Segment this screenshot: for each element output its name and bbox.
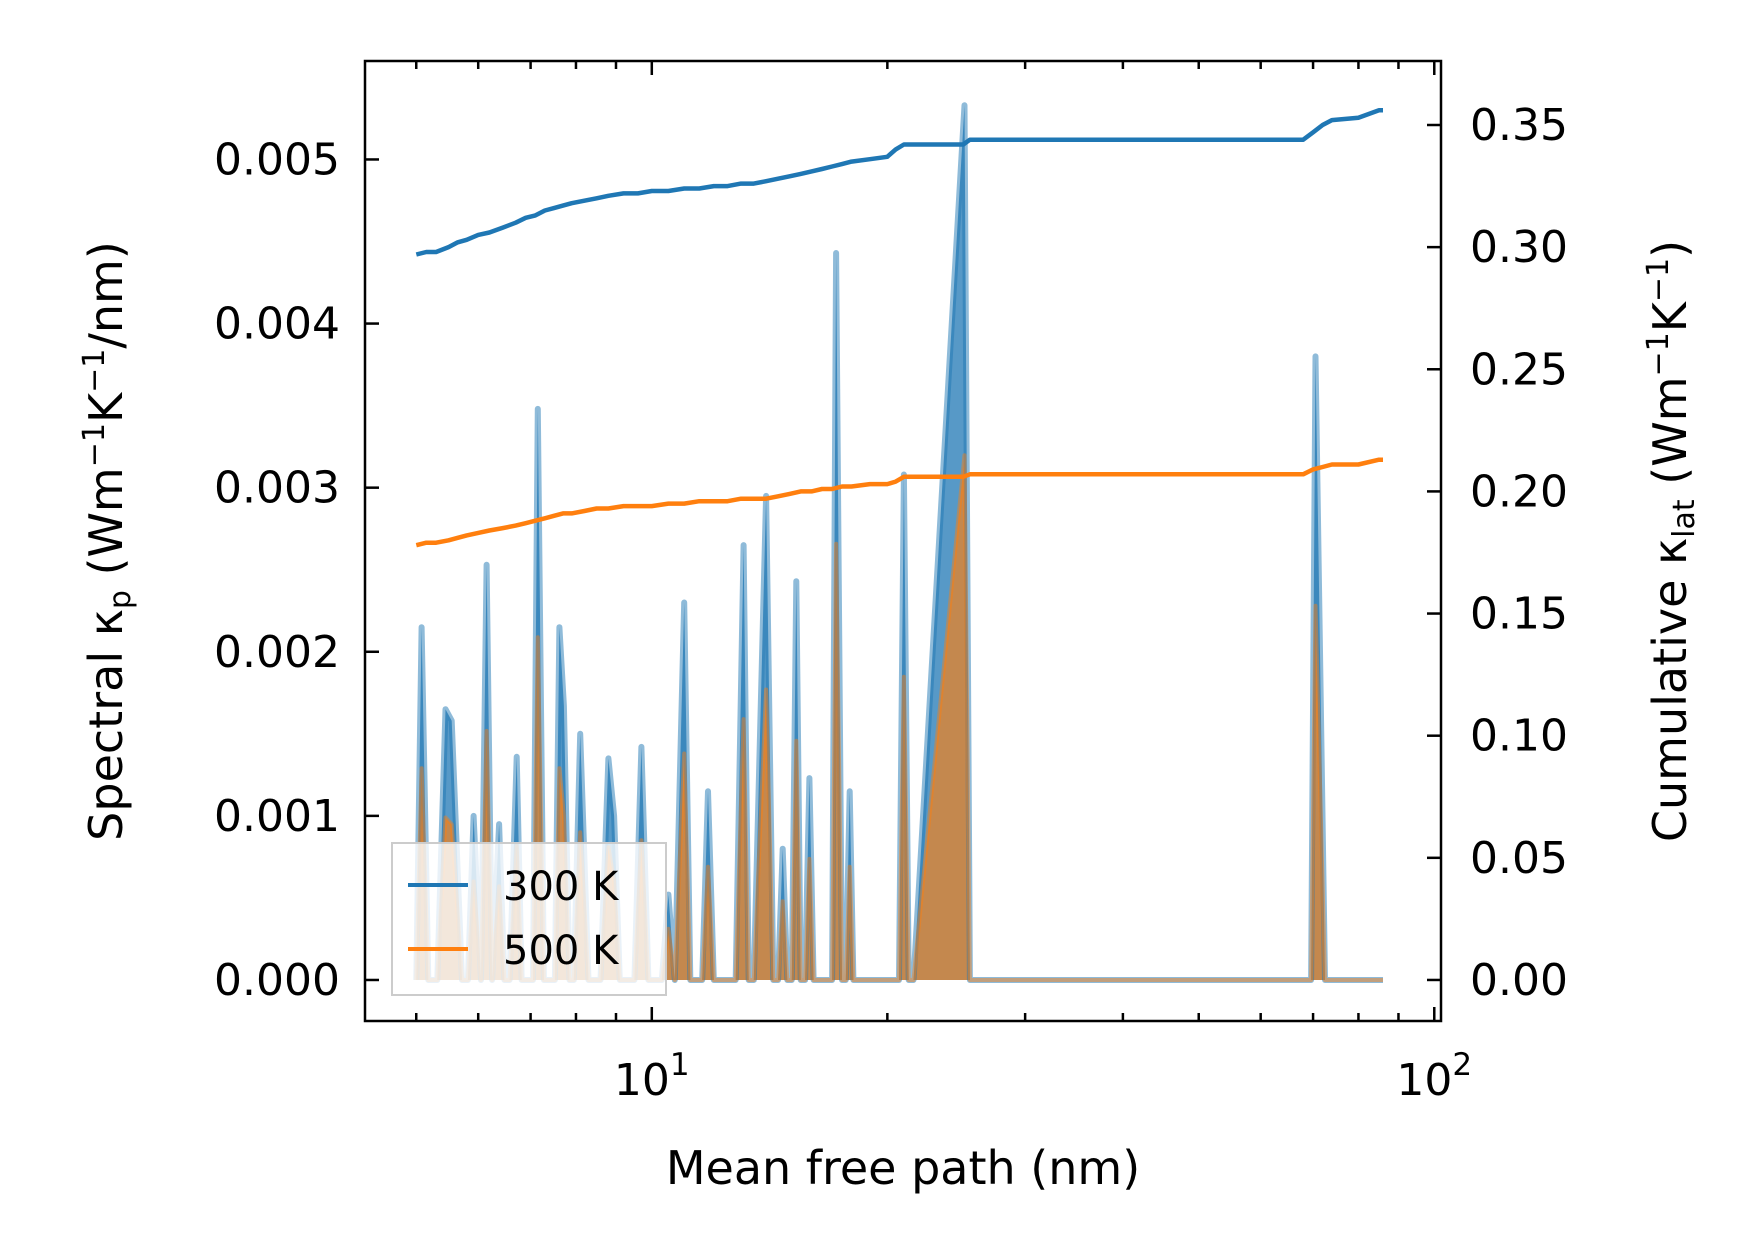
cumulative-line-300k xyxy=(415,108,1383,257)
plot-frame xyxy=(363,59,1443,1023)
y-right-tick-label: 0.25 xyxy=(1470,344,1568,395)
cumulative-line-500k xyxy=(415,457,1383,548)
y-left-tick-label: 0.005 xyxy=(214,134,340,185)
ticks xyxy=(365,61,1441,1021)
y-left-tick-label: 0.001 xyxy=(214,791,340,842)
y-right-tick-label: 0.20 xyxy=(1470,466,1568,517)
y-left-axis-title: Spectral κp (Wm−1K−1/nm) xyxy=(77,241,138,841)
legend-label-300k: 300 K xyxy=(503,864,620,910)
x-tick-label: 101 xyxy=(614,1047,690,1106)
y-right-tick-label: 0.15 xyxy=(1470,589,1568,640)
legend-box xyxy=(391,842,667,996)
y-right-tick-label: 0.30 xyxy=(1470,222,1568,273)
y-left-tick-label: 0.003 xyxy=(214,463,340,514)
y-right-tick-label: 0.35 xyxy=(1470,100,1568,151)
x-axis-title: Mean free path (nm) xyxy=(666,1141,1140,1195)
y-right-tick-label: 0.00 xyxy=(1470,955,1568,1006)
y-left-tick-label: 0.002 xyxy=(214,627,340,678)
tick-labels: 101 102 0.000 0.001 0.002 0.003 0.004 0.005 0.00… xyxy=(214,100,1568,1106)
legend: 300 K 500 K xyxy=(391,842,667,996)
spectral-line-300k xyxy=(413,102,1383,983)
cumulative-lines xyxy=(415,108,1383,548)
y-right-axis-title: Cumulative κlat (Wm−1K−1) xyxy=(1641,240,1702,842)
y-left-tick-label: 0.000 xyxy=(214,955,340,1006)
y-right-tick-label: 0.05 xyxy=(1470,833,1568,884)
x-tick-label: 102 xyxy=(1396,1047,1472,1106)
y-right-tick-label: 0.10 xyxy=(1470,711,1568,762)
legend-label-500k: 500 K xyxy=(503,928,620,974)
y-left-tick-label: 0.004 xyxy=(214,299,340,350)
